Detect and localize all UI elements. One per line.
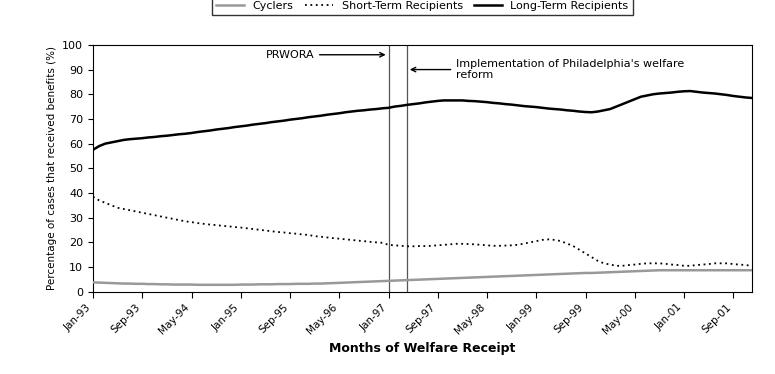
Legend: Cyclers, Short-Term Recipients, Long-Term Recipients: Cyclers, Short-Term Recipients, Long-Ter… xyxy=(212,0,633,15)
Text: PRWORA: PRWORA xyxy=(265,50,384,60)
Y-axis label: Percentage of cases that received benefits (%): Percentage of cases that received benefi… xyxy=(46,46,57,290)
X-axis label: Months of Welfare Receipt: Months of Welfare Receipt xyxy=(329,342,515,355)
Text: Implementation of Philadelphia's welfare
reform: Implementation of Philadelphia's welfare… xyxy=(412,59,684,80)
